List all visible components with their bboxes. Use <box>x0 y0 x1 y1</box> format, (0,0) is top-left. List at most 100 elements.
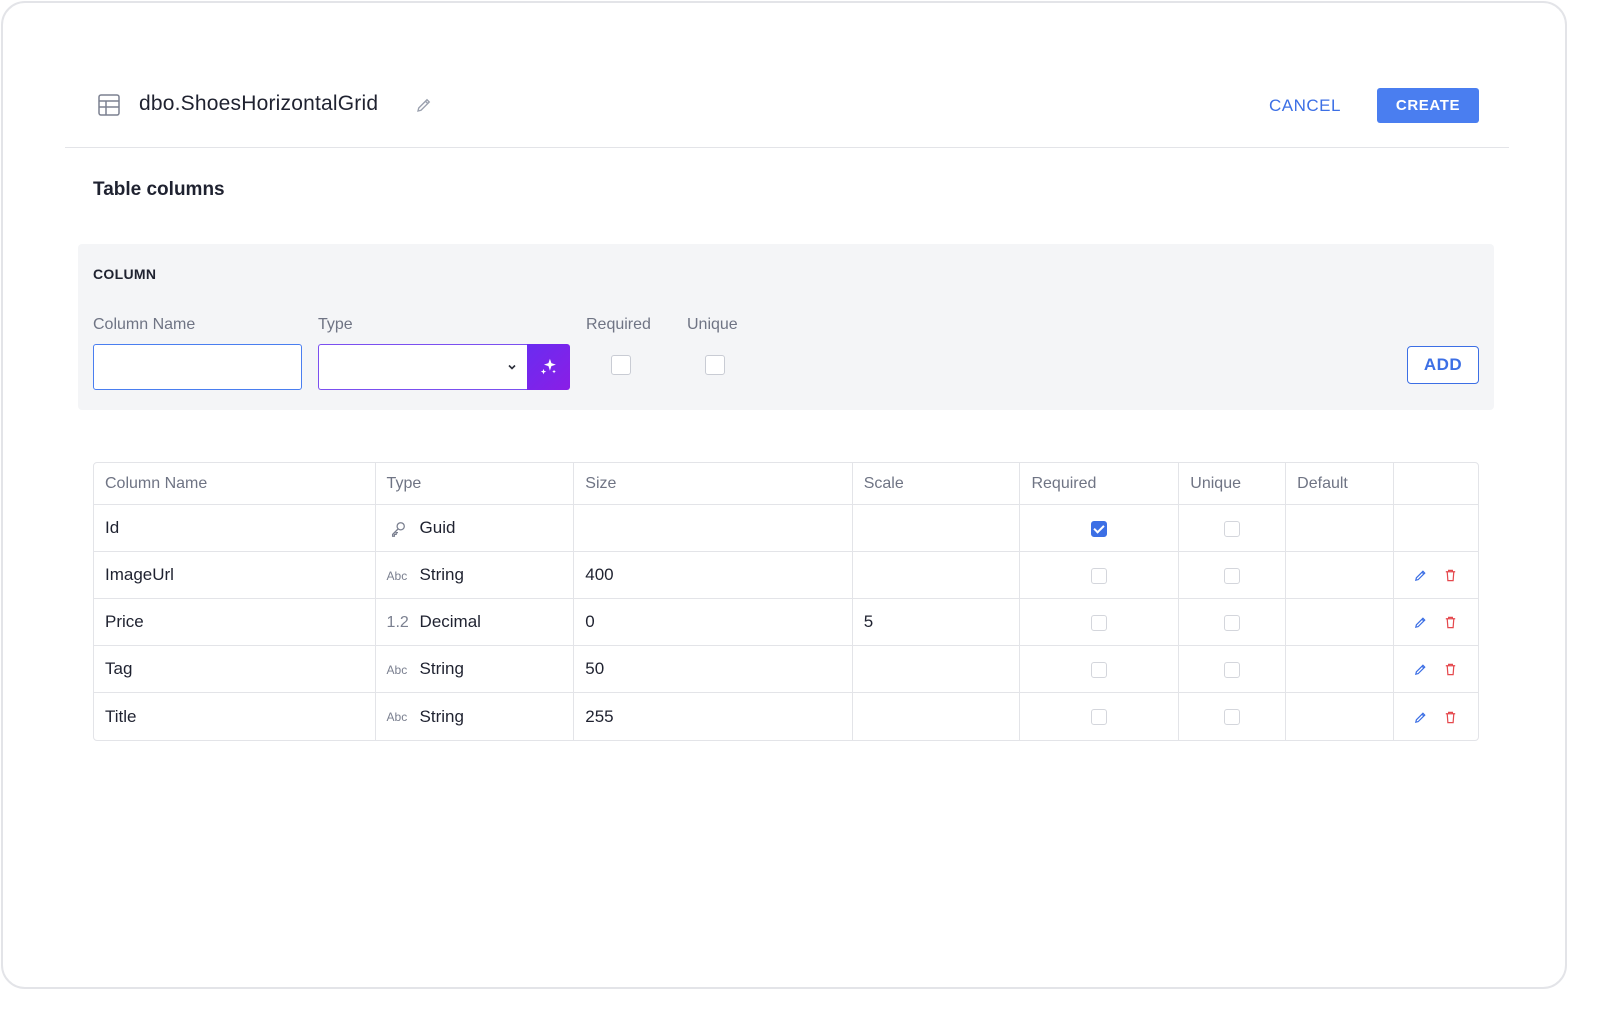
required-checkbox[interactable] <box>611 355 631 375</box>
header-actions <box>1394 463 1478 505</box>
decimal-type-icon: 1.2 <box>386 613 409 631</box>
required-checkbox[interactable] <box>1091 520 1108 537</box>
type-name: String <box>419 706 464 726</box>
unique-checkbox[interactable] <box>1224 520 1241 537</box>
section-title: Table columns <box>93 179 225 200</box>
page-title: dbo.ShoesHorizontalGrid <box>139 92 379 115</box>
edit-icon[interactable] <box>1413 615 1428 630</box>
column-name-label: Column Name <box>93 316 196 333</box>
header-column-name: Column Name <box>94 463 376 505</box>
required-checkbox[interactable] <box>1091 567 1108 584</box>
cell-unique <box>1179 552 1287 599</box>
delete-icon[interactable] <box>1443 615 1458 630</box>
cell-scale <box>852 552 1021 599</box>
cell-actions <box>1394 646 1478 693</box>
delete-icon[interactable] <box>1443 662 1458 677</box>
cell-unique <box>1179 646 1287 693</box>
cell-required <box>1020 505 1180 552</box>
unique-checkbox[interactable] <box>1224 614 1241 631</box>
cell-default <box>1286 693 1395 740</box>
string-type-icon: Abc <box>386 662 408 677</box>
cell-size <box>574 505 853 552</box>
required-checkbox[interactable] <box>1091 661 1108 678</box>
edit-icon[interactable] <box>1413 662 1428 677</box>
create-button[interactable]: CREATE <box>1377 88 1479 123</box>
add-button[interactable]: ADD <box>1407 346 1479 384</box>
edit-title-icon[interactable] <box>415 96 433 114</box>
cell-required <box>1020 599 1180 646</box>
ai-suggest-button[interactable] <box>527 344 570 390</box>
cell-default <box>1286 505 1395 552</box>
key-icon <box>391 521 405 537</box>
header-default: Default <box>1286 463 1395 505</box>
cell-actions <box>1394 693 1478 740</box>
cell-column-name: Tag <box>94 646 376 693</box>
cell-type: 1.2 Decimal <box>375 599 575 646</box>
string-type-icon: Abc <box>386 710 408 725</box>
type-name: String <box>419 565 464 584</box>
type-select[interactable] <box>318 344 528 390</box>
cell-size: 255 <box>574 693 853 740</box>
unique-checkbox[interactable] <box>1224 709 1241 726</box>
cell-type: Abc String <box>375 552 575 599</box>
cell-column-name: Title <box>94 693 376 740</box>
type-name: String <box>419 659 464 678</box>
columns-table: Column Name Type Size Scale Required Uni… <box>93 462 1479 741</box>
table-row: Tag Abc String 50 <box>94 646 1478 693</box>
header: dbo.ShoesHorizontalGrid CANCEL CREATE <box>65 73 1509 148</box>
cell-required <box>1020 693 1180 740</box>
cell-scale <box>853 693 1021 740</box>
unique-checkbox[interactable] <box>705 355 725 375</box>
header-type: Type <box>375 463 575 505</box>
required-checkbox[interactable] <box>1091 614 1108 631</box>
cell-required <box>1020 552 1180 599</box>
unique-checkbox[interactable] <box>1224 661 1241 678</box>
cell-column-name: Id <box>94 505 376 552</box>
cell-scale: 5 <box>852 599 1021 646</box>
cell-required <box>1020 646 1180 693</box>
type-name: Guid <box>419 518 456 537</box>
type-label: Type <box>318 316 353 333</box>
add-column-panel: COLUMN Column Name Type Required Unique … <box>78 244 1494 410</box>
panel-heading: COLUMN <box>93 266 157 282</box>
table-icon <box>98 94 120 116</box>
cancel-button[interactable]: CANCEL <box>1255 88 1355 123</box>
dialog-frame: dbo.ShoesHorizontalGrid CANCEL CREATE Ta… <box>1 1 1567 989</box>
cell-size: 0 <box>574 599 853 646</box>
cell-scale <box>852 505 1021 552</box>
required-label: Required <box>586 316 651 333</box>
delete-icon[interactable] <box>1443 710 1458 725</box>
sparkle-icon <box>540 358 556 375</box>
table-row: Title Abc String 255 <box>94 693 1478 740</box>
cell-type: Abc String <box>376 693 575 740</box>
type-name: Decimal <box>419 612 481 631</box>
chevron-down-icon <box>508 364 516 370</box>
header-required: Required <box>1020 463 1180 505</box>
table-row: Id Guid <box>94 505 1478 552</box>
string-type-icon: Abc <box>386 568 408 583</box>
cell-scale <box>852 646 1021 693</box>
cell-default <box>1286 646 1395 693</box>
cell-actions <box>1394 505 1478 552</box>
cell-column-name: ImageUrl <box>94 552 376 599</box>
cell-default <box>1286 552 1395 599</box>
cell-column-name: Price <box>94 599 376 646</box>
unique-label: Unique <box>687 316 738 333</box>
cell-unique <box>1179 693 1287 740</box>
edit-icon[interactable] <box>1413 568 1428 583</box>
column-name-input[interactable] <box>93 344 302 390</box>
cell-size: 400 <box>574 552 853 599</box>
delete-icon[interactable] <box>1443 568 1458 583</box>
required-checkbox[interactable] <box>1091 709 1108 726</box>
unique-checkbox[interactable] <box>1224 567 1241 584</box>
header-scale: Scale <box>852 463 1021 505</box>
table-row: Price 1.2 Decimal 0 5 <box>94 599 1478 646</box>
table-row: ImageUrl Abc String 400 <box>94 552 1478 599</box>
edit-icon[interactable] <box>1413 710 1428 725</box>
cell-actions <box>1394 599 1478 646</box>
cell-type: Guid <box>375 505 575 552</box>
cell-default <box>1286 599 1395 646</box>
cell-unique <box>1179 505 1287 552</box>
header-unique: Unique <box>1179 463 1287 505</box>
cell-unique <box>1179 599 1287 646</box>
